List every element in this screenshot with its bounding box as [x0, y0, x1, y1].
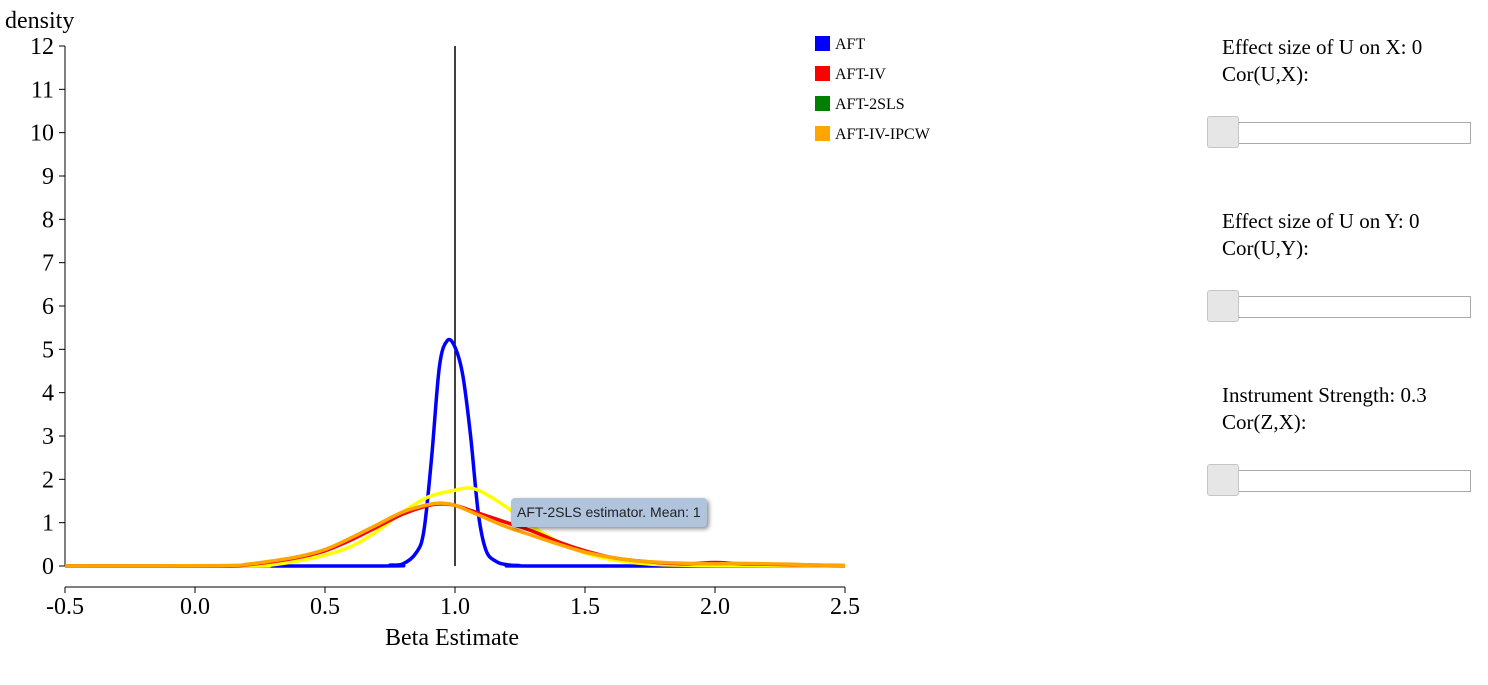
x-tick-label: 1.0: [440, 594, 470, 620]
y-tick-label: 4: [42, 381, 54, 407]
tooltip: AFT-2SLS estimator. Mean: 1: [511, 498, 707, 527]
y-axis-title: density: [5, 8, 74, 34]
cor-u-x-slider[interactable]: [1207, 116, 1471, 148]
density-curves: [64, 337, 846, 568]
y-tick-label: 11: [31, 77, 54, 103]
legend-swatch: [815, 126, 830, 141]
control-label: Effect size of U on X: 0: [1222, 35, 1423, 59]
y-tick-label: 3: [42, 424, 54, 450]
cor-z-x-slider[interactable]: [1207, 464, 1471, 496]
y-tick-label: 8: [42, 207, 54, 233]
x-tick-label: 0.5: [310, 594, 340, 620]
y-tick-label: 12: [30, 34, 54, 60]
legend-swatch: [815, 66, 830, 81]
density-curve-1: [64, 486, 846, 568]
legend-swatch: [815, 96, 830, 111]
legend: AFT AFT-IV AFT-2SLS AFT-IV-IPCW: [815, 36, 931, 143]
control-instrument-strength: Instrument Strength: 0.3 Cor(Z,X):: [1207, 382, 1472, 496]
cor-u-y-slider[interactable]: [1207, 290, 1471, 322]
control-effect-u-x: Effect size of U on X: 0 Cor(U,X):: [1207, 34, 1472, 148]
slider-handle[interactable]: [1207, 464, 1239, 496]
control-label: Effect size of U on Y: 0: [1222, 209, 1420, 233]
x-tick-label: -0.5: [46, 594, 84, 620]
x-tick-label: 1.5: [570, 594, 600, 620]
y-tick-label: 7: [42, 251, 54, 277]
x-tick-label: 2.0: [700, 594, 730, 620]
x-axis-ticks: -0.5 0.0 0.5 1.0 1.5 2.0 2.5: [46, 587, 860, 620]
slider-handle[interactable]: [1207, 290, 1239, 322]
y-tick-label: 5: [42, 337, 54, 363]
y-tick-label: 1: [42, 511, 54, 537]
y-tick-label: 9: [42, 164, 54, 190]
control-sublabel: Cor(Z,X):: [1222, 410, 1307, 434]
x-tick-label: 2.5: [830, 594, 860, 620]
legend-swatch: [815, 36, 830, 51]
control-sublabel: Cor(U,Y):: [1222, 236, 1309, 260]
slider-handle[interactable]: [1207, 116, 1239, 148]
x-axis-title: Beta Estimate: [385, 625, 519, 651]
density-curve-3: [64, 501, 846, 568]
y-tick-label: 2: [42, 467, 54, 493]
legend-label: AFT-IV: [835, 66, 886, 83]
control-effect-u-y: Effect size of U on Y: 0 Cor(U,Y):: [1207, 208, 1472, 322]
density-curve-0: [64, 337, 845, 568]
control-label: Instrument Strength: 0.3: [1222, 383, 1427, 407]
x-tick-label: 0.0: [180, 594, 210, 620]
y-tick-label: 6: [42, 294, 54, 320]
legend-label: AFT: [835, 36, 865, 53]
legend-label: AFT-2SLS: [835, 96, 905, 113]
y-tick-label: 0: [42, 554, 54, 580]
legend-label: AFT-IV-IPCW: [835, 126, 931, 143]
y-tick-label: 10: [30, 121, 54, 147]
control-sublabel: Cor(U,X):: [1222, 62, 1309, 86]
